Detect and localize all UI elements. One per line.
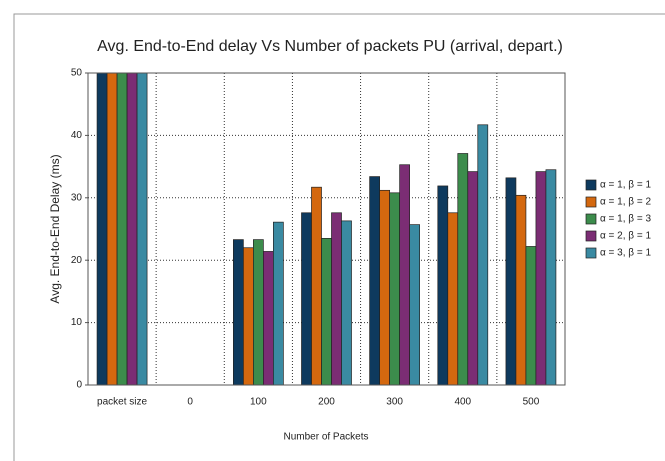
bar [515,194,527,386]
y-tick-label: 40 [71,130,83,141]
bar [447,212,459,386]
bar [457,153,469,386]
bar [136,72,148,386]
bar [545,169,557,386]
legend-label: α = 1, β = 3 [600,214,651,225]
y-tick-label: 30 [71,192,83,203]
x-tick-label: 300 [386,397,403,408]
legend-swatch [585,247,597,259]
legend-label: α = 2, β = 1 [600,231,651,242]
bar [331,212,342,386]
x-tick-label: 400 [454,397,471,408]
y-tick-label: 10 [71,317,83,328]
bar [379,189,390,386]
y-tick-label: 50 [71,68,83,79]
bar [311,186,322,386]
x-tick-label: 200 [318,397,335,408]
bar [96,72,108,386]
bar [399,164,410,386]
bar [253,239,264,386]
x-tick-label: packet size [97,397,147,408]
legend-label: α = 1, β = 2 [600,197,651,208]
bar [263,251,274,386]
bar [341,220,352,386]
bar [525,246,537,386]
frame [13,13,665,461]
bar [389,192,400,386]
legend-swatch [585,230,597,242]
bar [437,185,449,386]
chart-title: Avg. End-to-End delay Vs Number of packe… [97,38,563,55]
bar [505,177,517,386]
bar [409,224,420,386]
bar [467,171,479,386]
bar [369,176,380,386]
bar [126,72,138,386]
bar [477,124,489,386]
bar [116,72,128,386]
bar [243,247,254,386]
x-tick-label: 100 [250,397,267,408]
legend-swatch [585,213,597,225]
y-tick-label: 0 [76,380,82,391]
legend-swatch [585,196,597,208]
y-axis-label: Avg. End-to-End Delay (ms) [48,154,62,303]
x-tick-label: 500 [523,397,540,408]
bar [273,221,284,386]
bar [535,171,547,386]
bar [301,212,312,386]
plot-border [87,72,566,386]
bar [106,72,118,386]
x-axis-label: Number of Packets [283,432,368,443]
x-tick-label: 0 [187,397,193,408]
legend-label: α = 1, β = 1 [600,180,651,191]
y-tick-label: 20 [71,255,83,266]
legend-swatch [585,179,597,191]
legend-label: α = 3, β = 1 [600,248,651,259]
bar [233,239,244,386]
bar [321,238,332,386]
